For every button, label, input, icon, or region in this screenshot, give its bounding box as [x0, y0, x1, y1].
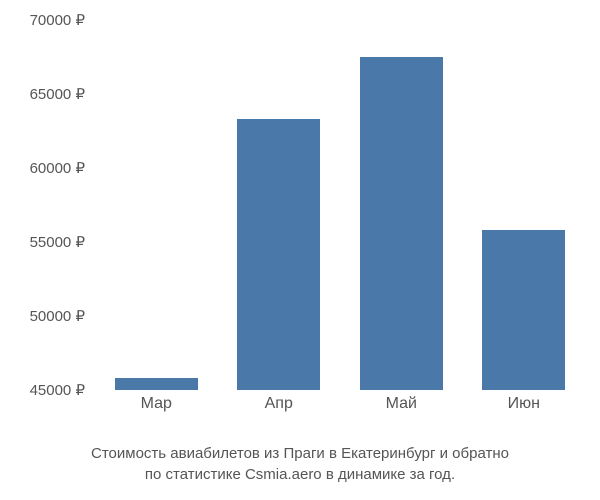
x-tick-label: Мар	[141, 395, 172, 413]
y-tick-label: 70000 ₽	[30, 11, 85, 29]
price-chart: 45000 ₽ 50000 ₽ 55000 ₽ 60000 ₽ 65000 ₽ 70000…	[0, 0, 600, 440]
x-tick-label: Апр	[265, 395, 293, 413]
y-tick-label: 55000 ₽	[30, 233, 85, 251]
y-tick-label: 50000 ₽	[30, 307, 85, 325]
bar	[482, 230, 565, 390]
bar	[360, 57, 443, 390]
x-axis: Мар Апр Май Июн	[95, 395, 585, 425]
bar	[237, 119, 320, 390]
x-tick-label: Июн	[508, 395, 540, 413]
y-tick-label: 65000 ₽	[30, 85, 85, 103]
chart-caption: Стоимость авиабилетов из Праги в Екатери…	[0, 443, 600, 485]
caption-line-1: Стоимость авиабилетов из Праги в Екатери…	[91, 445, 509, 462]
y-tick-label: 45000 ₽	[30, 381, 85, 399]
plot-area	[95, 20, 585, 390]
bar	[115, 378, 198, 390]
caption-line-2: по статистике Csmia.aero в динамике за г…	[145, 466, 455, 483]
y-tick-label: 60000 ₽	[30, 159, 85, 177]
y-axis: 45000 ₽50000 ₽55000 ₽60000 ₽65000 ₽70000…	[0, 20, 90, 390]
x-tick-label: Май	[386, 395, 417, 413]
